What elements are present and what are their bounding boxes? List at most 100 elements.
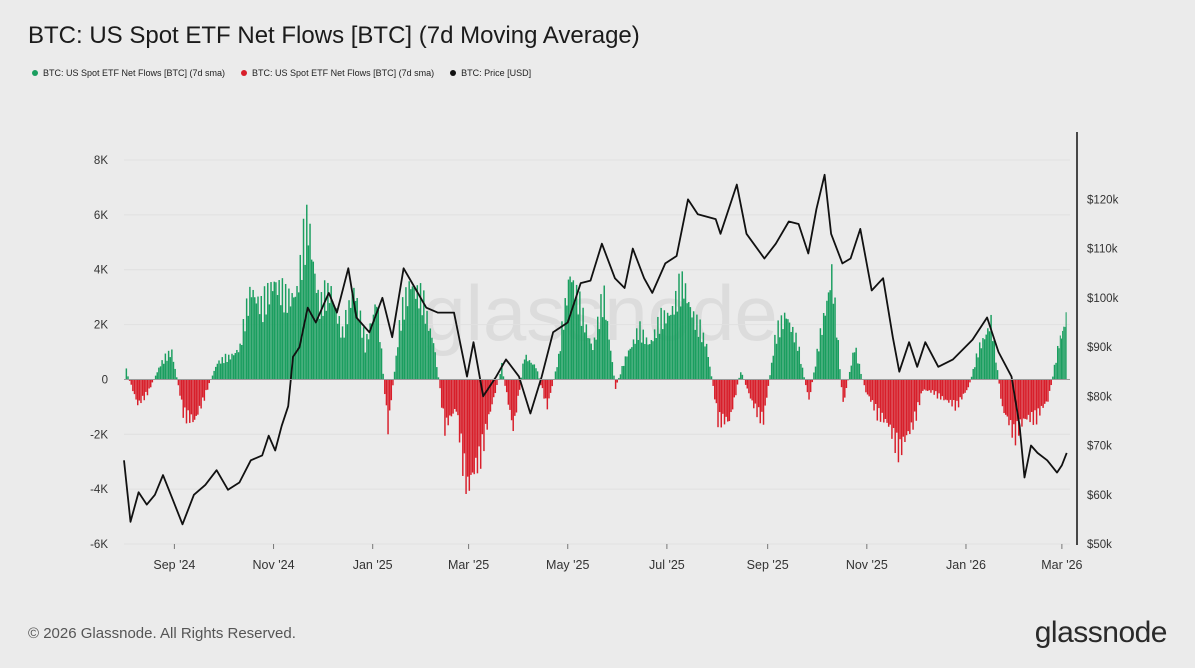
flow-bar bbox=[1059, 335, 1061, 380]
flow-bar bbox=[931, 379, 934, 391]
flow-bar bbox=[310, 259, 313, 380]
glassnode-logo[interactable]: glassnode bbox=[1034, 616, 1168, 649]
flow-bar bbox=[276, 295, 279, 380]
flow-bar bbox=[410, 289, 412, 380]
flow-bar bbox=[792, 326, 794, 380]
price-line bbox=[123, 173, 1068, 526]
flow-bar bbox=[439, 379, 441, 389]
flow-bar bbox=[829, 290, 831, 380]
flow-bar bbox=[336, 323, 339, 380]
flow-bar bbox=[502, 376, 505, 380]
flow-bar bbox=[359, 310, 362, 380]
flow-bar bbox=[187, 379, 189, 411]
flow-bar bbox=[961, 379, 963, 400]
flow-bar bbox=[200, 379, 202, 409]
flow-bar bbox=[566, 305, 568, 380]
flow-bar bbox=[159, 366, 162, 380]
x-tick-label: Mar '26 bbox=[1041, 558, 1082, 572]
flow-bar bbox=[583, 332, 586, 380]
flow-bar bbox=[489, 379, 492, 412]
flow-bar bbox=[351, 292, 354, 380]
legend-item-inflows[interactable]: BTC: US Spot ETF Net Flows [BTC] (7d sma… bbox=[32, 68, 225, 78]
flow-bar bbox=[533, 364, 536, 380]
flow-bar bbox=[621, 365, 623, 380]
flow-bar bbox=[491, 379, 493, 405]
flow-bar bbox=[941, 379, 944, 397]
flow-bar bbox=[413, 287, 415, 380]
flow-bar bbox=[1021, 379, 1023, 427]
flow-bar bbox=[198, 379, 201, 406]
flow-bar bbox=[406, 306, 409, 380]
flow-bar bbox=[1032, 379, 1035, 425]
flow-bar bbox=[855, 347, 857, 380]
flow-bar bbox=[393, 371, 396, 380]
flow-bar bbox=[874, 379, 877, 404]
flow-bar bbox=[987, 328, 989, 380]
flow-bar bbox=[977, 357, 979, 380]
flow-bar bbox=[991, 341, 994, 380]
flow-bar bbox=[1027, 379, 1030, 415]
flow-bar bbox=[868, 379, 870, 397]
flow-bar bbox=[900, 379, 903, 456]
flow-bar bbox=[254, 297, 256, 380]
flow-bar bbox=[228, 354, 230, 380]
flow-bar bbox=[484, 379, 487, 424]
flow-bar bbox=[969, 379, 971, 383]
x-tick-label: May '25 bbox=[546, 558, 589, 572]
flow-bar bbox=[517, 379, 519, 396]
flow-bar bbox=[720, 379, 722, 428]
flow-bar bbox=[509, 379, 511, 410]
flow-bar bbox=[759, 379, 762, 424]
flow-bar bbox=[891, 379, 893, 439]
flow-bar bbox=[215, 366, 217, 380]
flow-bar bbox=[876, 379, 879, 421]
flow-bar bbox=[788, 322, 791, 380]
flow-bar bbox=[839, 369, 841, 380]
left-tick-label: 8K bbox=[94, 155, 108, 167]
flow-bar bbox=[996, 370, 999, 380]
flow-bar bbox=[800, 363, 802, 380]
flow-bar bbox=[180, 379, 183, 400]
flow-bar bbox=[757, 379, 760, 408]
flow-bar bbox=[390, 379, 393, 401]
flow-bar bbox=[1039, 379, 1041, 416]
flow-bar bbox=[606, 321, 609, 380]
flow-bar bbox=[809, 379, 812, 393]
flow-bar bbox=[688, 302, 690, 380]
flow-bar bbox=[858, 363, 861, 380]
flow-bar bbox=[704, 346, 706, 380]
x-tick-label: Nov '25 bbox=[846, 558, 888, 572]
legend-item-price[interactable]: BTC: Price [USD] bbox=[450, 68, 531, 78]
legend-item-outflows[interactable]: BTC: US Spot ETF Net Flows [BTC] (7d sma… bbox=[241, 68, 434, 78]
flow-bar bbox=[1017, 379, 1020, 436]
flow-bar bbox=[203, 379, 206, 401]
flow-bar bbox=[239, 343, 241, 380]
flow-bar bbox=[679, 306, 682, 380]
flow-bar bbox=[1022, 379, 1025, 419]
flow-bar bbox=[137, 379, 139, 406]
legend-label-price: BTC: Price [USD] bbox=[461, 68, 532, 78]
flow-bar bbox=[520, 377, 523, 380]
flow-bar bbox=[177, 379, 180, 386]
flow-bar bbox=[301, 279, 303, 380]
flow-bar bbox=[964, 379, 966, 393]
flow-bar bbox=[567, 279, 570, 380]
flow-bar bbox=[714, 379, 716, 400]
flow-bar bbox=[933, 379, 935, 395]
flow-bar bbox=[902, 379, 905, 437]
flow-bar bbox=[460, 379, 462, 434]
flow-bar bbox=[377, 309, 380, 380]
flow-bar bbox=[1056, 345, 1059, 380]
flow-bar bbox=[886, 379, 888, 423]
flow-bar bbox=[1060, 338, 1062, 380]
flow-bar bbox=[232, 355, 235, 380]
flow-bar bbox=[727, 379, 729, 422]
legend-dot-black bbox=[450, 70, 457, 76]
flow-bar bbox=[827, 292, 830, 380]
flow-bar bbox=[762, 379, 765, 425]
flow-bar bbox=[431, 337, 433, 380]
flow-bar bbox=[193, 379, 196, 420]
flow-bar bbox=[842, 379, 844, 402]
flow-bar bbox=[605, 319, 607, 380]
flow-bar bbox=[850, 365, 853, 380]
